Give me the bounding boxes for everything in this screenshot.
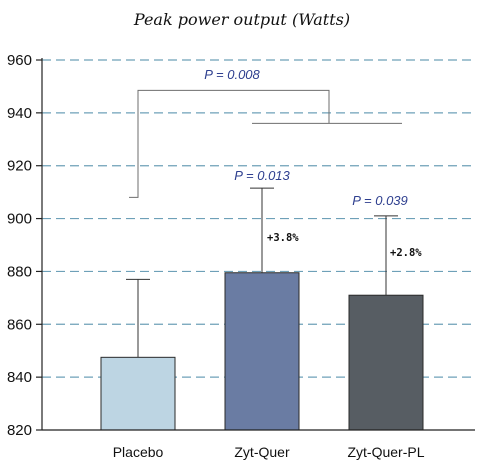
chart-title: Peak power output (Watts) [133,10,350,29]
labels: Placebo Zyt-Quer Zyt-Quer-PL P = 0.008 P = 0… [113,67,425,460]
percent-change-label: +3.8% [267,232,299,244]
y-tick-label: 840 [7,369,32,386]
error-bars [126,187,398,358]
y-tick-label: 960 [7,52,32,69]
bracket-line [129,89,330,198]
axes: 820 840 860 880 900 920 940 960 [7,52,475,439]
p-value-label: P = 0.008 [204,67,260,82]
x-tick-label: Placebo [113,444,164,460]
bars [100,272,424,431]
bar [100,356,176,431]
y-tick-label: 900 [7,211,32,228]
y-tick-label: 940 [7,105,32,122]
significance-bracket [129,89,402,198]
p-value-label: P = 0.013 [234,168,290,183]
bar [348,294,424,431]
y-tick-label: 880 [7,263,32,280]
y-tick-label: 860 [7,316,32,333]
p-value-label: P = 0.039 [352,193,408,208]
y-tick-label: 820 [7,422,32,439]
percent-change-label: +2.8% [390,247,422,259]
y-tick-label: 920 [7,158,32,175]
x-tick-label: Zyt-Quer [234,444,290,460]
x-tick-label: Zyt-Quer-PL [347,444,424,460]
bar [224,272,300,431]
